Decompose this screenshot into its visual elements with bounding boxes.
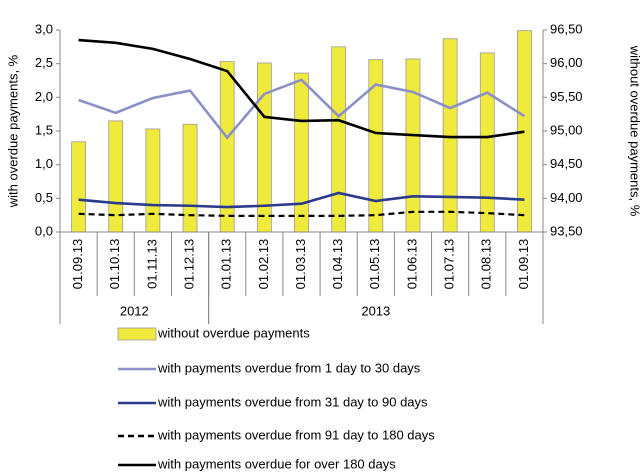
bar xyxy=(145,128,161,233)
y-tick-label: 2,0 xyxy=(35,89,53,104)
y2-axis-label: without overdue payments, % xyxy=(628,45,642,217)
y2-tick-label: 95,50 xyxy=(550,89,583,104)
y2-tick-label: 96,00 xyxy=(550,55,583,70)
x-tick-label: 01.01.13 xyxy=(219,239,234,290)
x-tick-label: 01.02.13 xyxy=(256,239,271,290)
y2-tick-label: 93,50 xyxy=(550,223,583,238)
y-tick-label: 1,5 xyxy=(35,122,53,137)
y-axis-label: with overdue payments, % xyxy=(5,54,20,208)
x-tick-label: 01.11.13 xyxy=(144,239,159,289)
bar xyxy=(294,72,309,233)
x-tick-label: 01.09.13 xyxy=(70,239,85,290)
line xyxy=(78,38,525,139)
y-tick-label: 2,5 xyxy=(35,55,53,70)
legend-label: with payments overdue from 31 day to 90 … xyxy=(157,394,428,409)
x-tick-label: 01.05.13 xyxy=(367,239,382,290)
x-tick-label: 01.07.13 xyxy=(442,239,457,290)
line xyxy=(78,191,525,209)
x-tick-label: 01.03.13 xyxy=(293,239,308,290)
legend-label: with payments overdue for over 180 days xyxy=(157,456,396,471)
legend-label: with payments overdue from 1 day to 30 d… xyxy=(157,360,421,375)
x-tick-label: 01.09.13 xyxy=(516,239,531,290)
y-tick-label: 1,0 xyxy=(35,156,53,171)
y2-tick-label: 96,50 xyxy=(550,21,583,36)
y-tick-label: 3,0 xyxy=(35,21,53,36)
x-tick-label: 01.06.13 xyxy=(404,239,419,290)
line xyxy=(78,210,525,217)
legend-label: without overdue payments xyxy=(157,325,310,340)
y2-tick-label: 94,00 xyxy=(550,190,583,205)
line xyxy=(78,78,526,140)
legend-label: with payments overdue from 91 day to 180… xyxy=(157,427,435,442)
legend-swatch xyxy=(117,327,157,341)
bar xyxy=(405,58,421,233)
y-tick-label: 0,5 xyxy=(35,190,53,205)
bar xyxy=(71,141,86,233)
x-tick-label: 01.10.13 xyxy=(107,239,122,290)
group-label: 2012 xyxy=(120,303,149,318)
group-label: 2013 xyxy=(361,303,390,318)
x-tick-label: 01.04.13 xyxy=(330,239,345,290)
bar xyxy=(331,46,347,233)
y-tick-label: 0,0 xyxy=(35,223,53,238)
x-tick-label: 01.12.13 xyxy=(181,239,196,290)
bar xyxy=(479,52,495,233)
x-tick-label: 01.08.13 xyxy=(479,239,494,290)
y2-tick-label: 94,50 xyxy=(550,156,583,171)
bar xyxy=(442,38,458,233)
y2-tick-label: 95,00 xyxy=(550,122,583,137)
